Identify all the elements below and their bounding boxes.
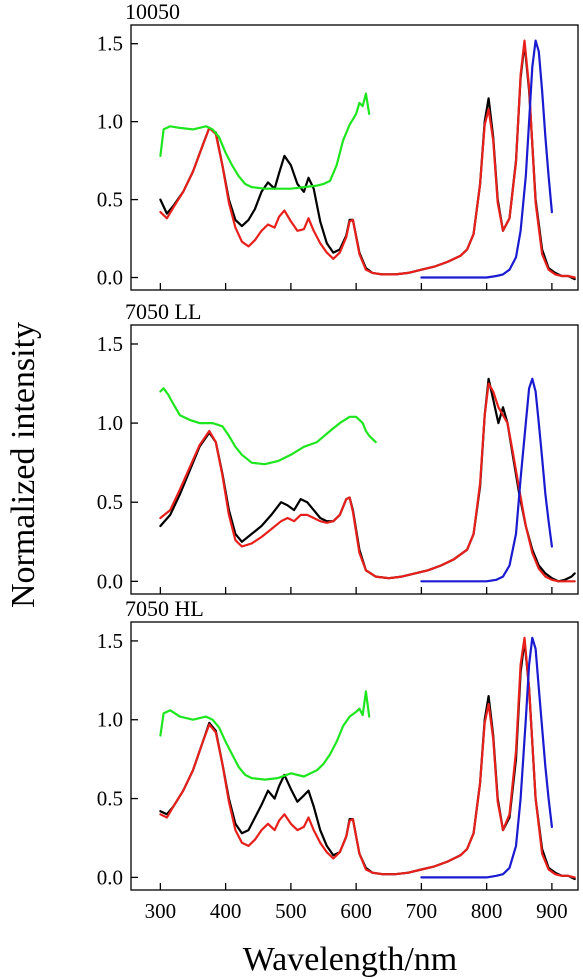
series-blue-line <box>420 377 553 583</box>
y-tick-label: 1.5 <box>97 332 123 356</box>
y-tick-label: 1.5 <box>97 629 123 653</box>
plot-frame <box>130 324 579 595</box>
x-tick-label: 500 <box>275 899 307 923</box>
plot-frame <box>130 24 579 291</box>
series-red-line <box>159 382 576 583</box>
y-tick-label: 0.5 <box>97 787 123 811</box>
y-tick-label: 1.0 <box>97 708 123 732</box>
x-tick-label: 900 <box>536 899 568 923</box>
x-tick-label: 800 <box>471 899 503 923</box>
plot-frame <box>130 621 579 891</box>
y-tick-label: 0.5 <box>97 188 123 212</box>
y-tick-label: 0.0 <box>97 569 123 593</box>
panel-3: 7050 HL 0.0 0.5 1.0 1.5 300 400 500 600 700 800 900 <box>97 596 579 923</box>
series-blue-line <box>420 636 553 879</box>
x-tick-label: 300 <box>145 899 177 923</box>
y-tick-label: 0.0 <box>97 865 123 889</box>
y-tick-label: 1.5 <box>97 32 123 56</box>
series-green-line <box>159 690 371 781</box>
panel-1: 10050 0.0 0.5 1.0 1.5 <box>97 0 579 291</box>
y-tick-label: 0.0 <box>97 266 123 290</box>
y-tick-label: 0.5 <box>97 490 123 514</box>
panel-2: 7050 LL 0.0 0.5 1.0 1.5 <box>97 299 579 595</box>
y-tick-label: 1.0 <box>97 110 123 134</box>
series-red-line <box>159 39 576 279</box>
series-blue-line <box>420 39 553 279</box>
panel-title: 7050 HL <box>125 596 204 621</box>
panel-title: 10050 <box>125 0 180 24</box>
panel-title: 7050 LL <box>125 299 201 324</box>
x-tick-label: 600 <box>340 899 372 923</box>
y-tick-label: 1.0 <box>97 411 123 435</box>
series-green-line <box>159 387 377 466</box>
y-axis-title: Normalized intensity <box>5 322 42 608</box>
series-red-line <box>159 636 576 879</box>
series-green-line <box>159 92 371 190</box>
x-axis-title: Wavelength/nm <box>243 941 457 978</box>
x-tick-label: 700 <box>406 899 438 923</box>
x-tick-label: 400 <box>210 899 242 923</box>
